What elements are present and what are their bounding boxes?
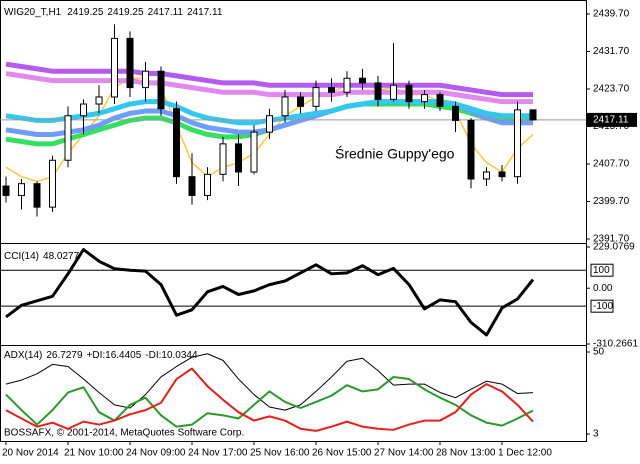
candle-body bbox=[18, 183, 25, 196]
candle-body bbox=[359, 77, 366, 84]
level-label: 100 bbox=[593, 265, 610, 276]
candle-body bbox=[95, 96, 103, 105]
y-tick-label: 2439.70 bbox=[593, 9, 630, 20]
y-tick-label: 2399.70 bbox=[593, 196, 630, 207]
y-tick-label: 2391.70 bbox=[593, 234, 630, 245]
series-name: +DI: bbox=[87, 350, 106, 361]
candle-body bbox=[64, 115, 72, 161]
candle-body bbox=[142, 70, 149, 89]
candle-body bbox=[467, 119, 475, 180]
y-tick-label: 229.0769 bbox=[593, 242, 635, 253]
indicator-header: CCI(14) 48.0277 bbox=[4, 251, 80, 262]
series-line bbox=[5, 375, 534, 428]
candle-body bbox=[374, 82, 382, 100]
candle-body bbox=[188, 176, 196, 196]
x-tick-label: 24 Nov 17:00 bbox=[188, 448, 248, 459]
y-tick-label: 2431.70 bbox=[593, 46, 630, 57]
candle-body bbox=[2, 185, 10, 196]
series-line bbox=[5, 248, 535, 337]
candle-body bbox=[328, 87, 335, 93]
x-tick-label: 24 Nov 09:00 bbox=[126, 448, 186, 459]
indicator-header: WIG20_T,H1 2419.25 2419.25 2417.11 2417.11 bbox=[4, 7, 223, 18]
x-tick-label: 27 Nov 14:00 bbox=[374, 448, 434, 459]
current-price-label: 2417.11 bbox=[593, 115, 629, 126]
open-value: 2419.25 bbox=[67, 7, 104, 18]
symbol: WIG20_T,H1 bbox=[4, 7, 62, 18]
candle-body bbox=[266, 115, 273, 133]
indicator-name: CCI(14) bbox=[4, 251, 39, 262]
series-line bbox=[5, 61, 533, 98]
level-label: -100 bbox=[593, 301, 613, 312]
series-value: 16.4405 bbox=[105, 350, 142, 361]
candle-body bbox=[157, 70, 165, 110]
price-label-box bbox=[587, 112, 637, 127]
x-tick-label: 28 Nov 13:00 bbox=[436, 448, 496, 459]
candle-body bbox=[33, 183, 41, 208]
candle-body bbox=[436, 94, 444, 107]
low-value: 2417.11 bbox=[148, 7, 184, 18]
series-value: 10.0344 bbox=[161, 350, 198, 361]
candle-body bbox=[49, 159, 56, 208]
candle-body bbox=[219, 143, 227, 175]
indicator-value: 48.0277 bbox=[43, 251, 80, 262]
candle-body bbox=[514, 109, 521, 178]
candle-body bbox=[312, 87, 320, 107]
candle-body bbox=[173, 108, 180, 178]
candle-body bbox=[204, 173, 211, 196]
y-tick-label: 2423.70 bbox=[593, 84, 630, 95]
x-tick-label: 21 Nov 10:00 bbox=[64, 448, 124, 459]
x-tick-label: 26 Nov 15:00 bbox=[312, 448, 372, 459]
candle-body bbox=[529, 109, 537, 121]
indicator-name: ADX(14) bbox=[4, 350, 42, 361]
candle-body bbox=[452, 105, 459, 121]
candle-body bbox=[498, 171, 506, 178]
candle-body bbox=[80, 103, 87, 117]
candle-body bbox=[405, 84, 413, 103]
series-name: -DI: bbox=[145, 350, 161, 361]
level-label-box bbox=[590, 263, 614, 277]
candle-body bbox=[421, 94, 428, 103]
y-tick-label: 50 bbox=[593, 347, 605, 358]
candle-body bbox=[390, 84, 397, 100]
y-tick-label: 0.00 bbox=[593, 283, 613, 294]
series-line bbox=[5, 367, 534, 432]
candle-body bbox=[250, 131, 258, 173]
x-tick-label: 20 Nov 2014 bbox=[2, 448, 59, 459]
x-tick-label: 25 Nov 16:00 bbox=[250, 448, 310, 459]
candle-body bbox=[483, 171, 490, 180]
candle-body bbox=[126, 37, 134, 89]
indicator-header: ADX(14) 26.7279 +DI:16.4405 -DI:10.0344 bbox=[4, 350, 198, 361]
series-line bbox=[5, 71, 533, 105]
close-value: 2417.11 bbox=[187, 7, 223, 18]
copyright: BOSSAFX, © 2001-2014, MetaQuotes Softwar… bbox=[4, 428, 244, 439]
series-value: 26.7279 bbox=[46, 350, 83, 361]
chart-frame bbox=[0, 0, 587, 442]
candle-body bbox=[297, 96, 304, 107]
candle-body bbox=[281, 96, 289, 117]
series-line bbox=[5, 353, 534, 411]
high-value: 2419.25 bbox=[107, 7, 144, 18]
candle-body bbox=[235, 143, 242, 173]
level-label-box bbox=[590, 299, 614, 313]
y-tick-label: 3 bbox=[593, 429, 599, 440]
candle-body bbox=[111, 37, 118, 98]
y-tick-label: -310.2661 bbox=[593, 339, 638, 350]
candle-body bbox=[343, 77, 351, 93]
x-tick-label: 1 Dec 12:00 bbox=[498, 448, 552, 459]
y-tick-label: 2407.70 bbox=[593, 159, 630, 170]
annotation: Średnie Guppy'ego bbox=[335, 145, 455, 162]
